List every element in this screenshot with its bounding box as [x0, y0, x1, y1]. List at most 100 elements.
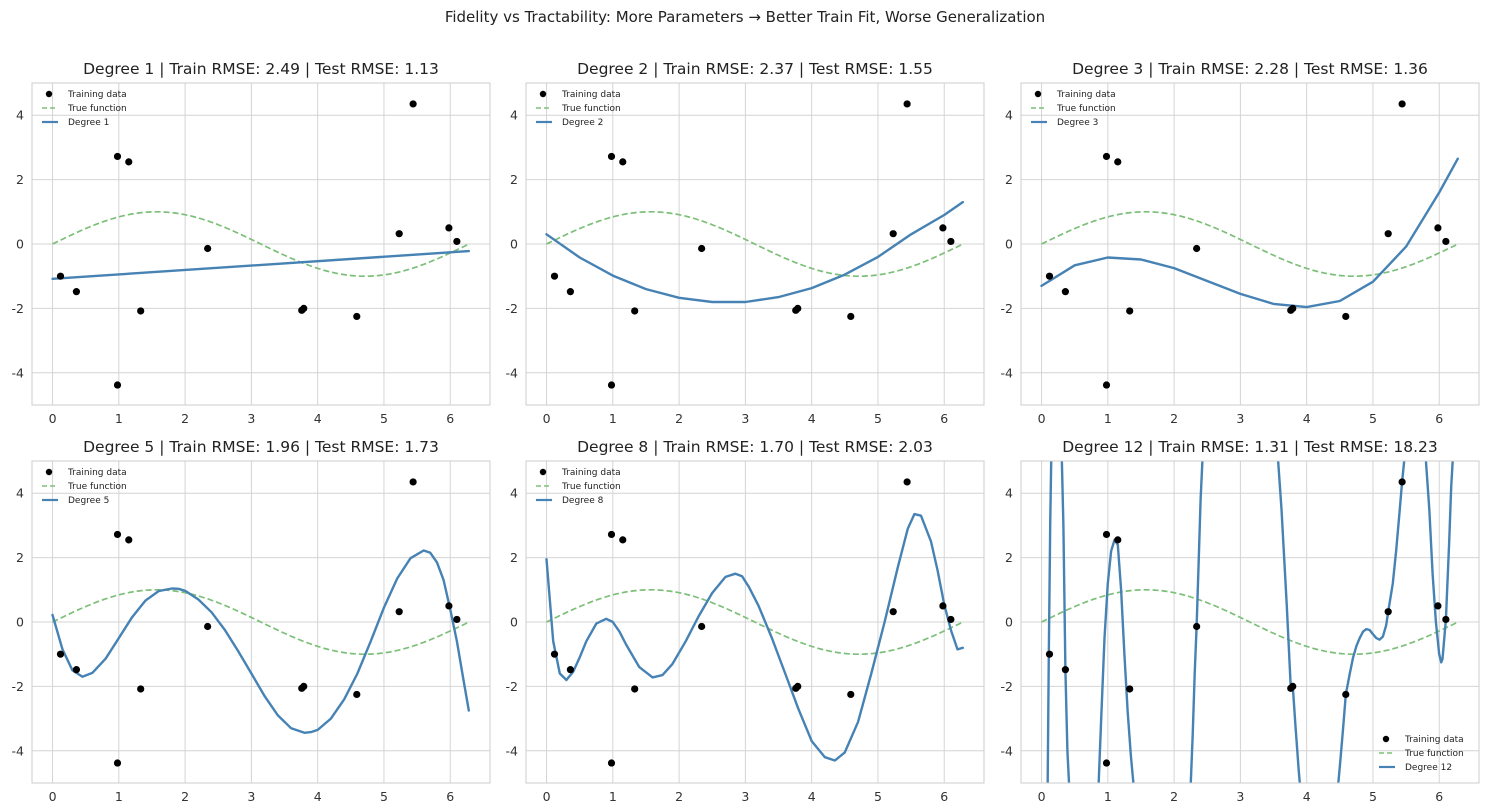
legend-label: True function — [67, 104, 127, 114]
x-tick-label: 2 — [675, 789, 683, 804]
training-point — [1384, 230, 1392, 238]
training-point — [607, 759, 616, 767]
training-point — [300, 682, 308, 691]
training-point — [1102, 152, 1111, 161]
training-point — [137, 307, 145, 315]
true-function-line — [52, 210, 470, 278]
training-point — [445, 224, 453, 232]
training-point — [1126, 307, 1134, 315]
x-tick-label: 4 — [1303, 411, 1311, 426]
training-point — [1102, 381, 1111, 389]
y-tick-label: 2 — [16, 550, 24, 565]
training-point — [204, 622, 212, 631]
chart-panel-degree-3: Degree 3 | Train RMSE: 2.28 | Test RMSE:… — [1001, 60, 1480, 426]
panel-title: Degree 1 | Train RMSE: 2.49 | Test RMSE:… — [83, 60, 439, 78]
x-tick-label: 3 — [1236, 411, 1244, 426]
legend-label: Training data — [67, 90, 127, 100]
fit-curve-degree-12 — [1424, 461, 1454, 664]
plot-area — [1041, 461, 1459, 783]
legend-label: Degree 3 — [1057, 118, 1098, 128]
legend: Training data True function Degree 8 — [536, 468, 621, 506]
true-function-line — [52, 588, 470, 656]
y-tick-label: 2 — [510, 172, 518, 187]
training-point — [204, 244, 212, 253]
plot-area — [1040, 100, 1459, 389]
training-point — [409, 100, 417, 108]
training-point — [1434, 224, 1442, 232]
training-point — [1126, 685, 1134, 693]
legend-label: Degree 2 — [562, 118, 603, 128]
training-point — [619, 536, 627, 544]
y-tick-label: 0 — [16, 615, 24, 630]
training-point — [1398, 478, 1406, 486]
y-tick-label: -2 — [506, 679, 518, 694]
training-point — [409, 478, 417, 486]
y-tick-label: 4 — [1005, 108, 1013, 123]
y-tick-label: 4 — [16, 486, 24, 501]
x-tick-label: 2 — [675, 411, 683, 426]
legend: Training data True function Degree 3 — [1031, 90, 1116, 128]
legend-label: True function — [67, 482, 127, 492]
y-tick-label: -2 — [1001, 301, 1013, 316]
x-tick-label: 0 — [1038, 789, 1046, 804]
legend-marker-points — [1034, 90, 1042, 98]
training-point — [607, 152, 616, 161]
fit-curve-degree-5 — [51, 549, 470, 734]
training-point — [395, 608, 403, 616]
training-point — [125, 536, 133, 544]
y-tick-label: -2 — [1001, 679, 1013, 694]
chart-panel-degree-8: Degree 8 | Train RMSE: 1.70 | Test RMSE:… — [506, 438, 985, 804]
axes-frame — [31, 460, 491, 784]
training-point — [903, 100, 911, 108]
fit-curve-degree-2 — [545, 200, 964, 304]
x-tick-label: 6 — [446, 789, 454, 804]
legend-label: True function — [1404, 749, 1464, 759]
training-point — [1193, 244, 1201, 253]
training-point — [353, 312, 361, 321]
legend-label: Degree 5 — [68, 496, 109, 506]
legend-label: Training data — [561, 90, 621, 100]
training-point — [1061, 666, 1070, 674]
training-point — [300, 304, 308, 312]
axes-frame — [1020, 460, 1480, 784]
y-tick-label: 0 — [510, 237, 518, 252]
training-point — [1102, 759, 1111, 767]
plot-area — [545, 100, 964, 389]
training-point — [113, 759, 122, 767]
legend: Training data True function Degree 12 — [1379, 735, 1464, 773]
y-tick-label: -4 — [506, 743, 519, 758]
training-point — [847, 312, 855, 321]
y-tick-label: 0 — [510, 615, 518, 630]
training-point — [1434, 602, 1442, 610]
training-point — [889, 608, 897, 616]
plot-area — [545, 478, 964, 767]
x-tick-label: 0 — [543, 789, 551, 804]
training-point — [1114, 536, 1122, 544]
y-tick-label: -4 — [506, 365, 519, 380]
training-point — [947, 237, 955, 246]
true-function-line — [1041, 210, 1459, 278]
x-tick-label: 5 — [874, 789, 882, 804]
true-function-line — [546, 588, 964, 656]
x-tick-label: 3 — [741, 411, 749, 426]
training-point — [607, 381, 616, 389]
x-tick-label: 4 — [808, 411, 816, 426]
x-tick-label: 6 — [1435, 789, 1443, 804]
chart-panel-degree-2: Degree 2 | Train RMSE: 2.37 | Test RMSE:… — [506, 60, 985, 426]
training-point — [453, 615, 461, 624]
x-tick-label: 0 — [1038, 411, 1046, 426]
chart-panel-degree-1: Degree 1 | Train RMSE: 2.49 | Test RMSE:… — [12, 60, 491, 426]
x-tick-label: 6 — [940, 411, 948, 426]
training-point — [395, 230, 403, 238]
y-tick-label: 4 — [1005, 486, 1013, 501]
training-point — [939, 224, 947, 232]
fit-curve-degree-1 — [51, 249, 470, 280]
legend-marker-points — [45, 468, 53, 476]
training-point — [1289, 682, 1297, 691]
x-tick-label: 4 — [808, 789, 816, 804]
true-function-line — [1041, 588, 1459, 656]
axes-frame — [525, 82, 985, 406]
training-point — [137, 685, 145, 693]
training-point — [1193, 622, 1201, 631]
panel-title: Degree 2 | Train RMSE: 2.37 | Test RMSE:… — [577, 60, 933, 78]
